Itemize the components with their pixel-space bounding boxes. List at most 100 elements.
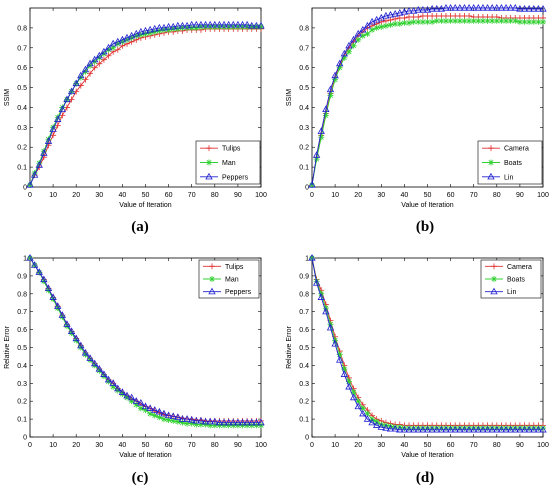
data-point [91,362,98,369]
data-point [345,41,353,49]
data-point [165,26,172,33]
data-point [123,33,131,41]
y-tick-label: 1 [23,256,27,263]
legend-entry-camera: Camera [507,264,532,271]
data-point [507,17,514,24]
data-point [322,307,330,315]
data-point [26,180,34,188]
series-peppers [26,20,265,188]
x-tick-label: 40 [401,192,409,199]
data-point [332,76,339,83]
data-point [452,17,459,24]
data-point [483,3,492,11]
x-tick-label: 90 [234,192,242,199]
data-point [224,20,233,28]
data-point [354,402,362,410]
data-point [59,104,66,111]
data-point [354,29,362,37]
data-point [184,420,191,427]
y-tick-label: 0.7 [299,309,309,316]
data-point [452,425,459,432]
legend: Tulips Man Peppers [198,259,260,299]
data-point [511,425,519,433]
data-point [534,425,543,433]
data-point [35,161,43,168]
data-point [91,55,99,63]
data-point [44,284,53,292]
data-point [50,124,57,131]
data-point [160,23,168,31]
data-point [364,30,371,37]
data-point [124,394,131,401]
x-tick-label: 80 [211,192,219,199]
data-point [96,367,103,374]
data-point [401,19,408,26]
data-point [520,425,529,433]
data-point [197,421,204,428]
data-point [188,415,196,423]
data-point [497,3,506,11]
x-tick-label: 100 [255,192,267,199]
data-point [525,4,533,12]
x-axis-label: Value of Iteration [401,202,454,209]
data-point [446,3,455,11]
data-point [502,3,510,11]
data-point [95,364,103,372]
data-point [419,425,426,432]
legend-swatch-marker [209,263,215,270]
data-point [489,425,496,432]
data-point [368,418,376,426]
data-point [96,60,103,67]
data-point [516,425,523,432]
data-point [238,20,247,28]
data-point [146,25,154,33]
panel-label-a: (a) [131,219,149,235]
data-point [516,4,524,12]
data-point [104,375,113,383]
data-point [170,417,177,424]
data-point [54,302,62,309]
data-point [86,354,94,361]
data-point [521,425,528,432]
data-point [392,424,399,431]
data-point [433,17,440,24]
data-point [350,389,357,396]
data-point [206,417,214,425]
series-lin [308,3,547,188]
data-point [336,351,343,358]
data-point [77,71,85,79]
data-point [405,425,413,433]
data-point [410,425,417,432]
legend-entry-tulips: Tulips [225,264,244,271]
data-point [437,4,446,12]
data-point [461,425,468,432]
data-point [373,421,381,428]
data-point [438,17,445,24]
data-point [201,20,210,28]
data-point [456,425,463,432]
data-point [479,17,486,24]
data-point [503,17,510,24]
data-point [215,418,224,426]
data-point [211,422,218,429]
legend-swatch-marker [209,276,215,282]
data-point [142,407,149,414]
data-point [49,125,57,132]
legend-entry-lin: Lin [504,174,513,181]
data-point [386,10,395,18]
legend-swatch-marker [491,263,497,270]
data-point [216,422,223,429]
data-point [312,279,321,286]
data-point [201,417,210,425]
data-point [215,20,224,28]
data-point [147,29,154,36]
data-point [188,24,195,31]
data-point [456,425,464,433]
data-point [110,383,117,390]
data-point [409,6,418,14]
data-point [308,253,316,261]
data-point [470,425,478,433]
data-point [193,24,200,31]
data-point [137,27,145,35]
data-point [349,393,358,401]
